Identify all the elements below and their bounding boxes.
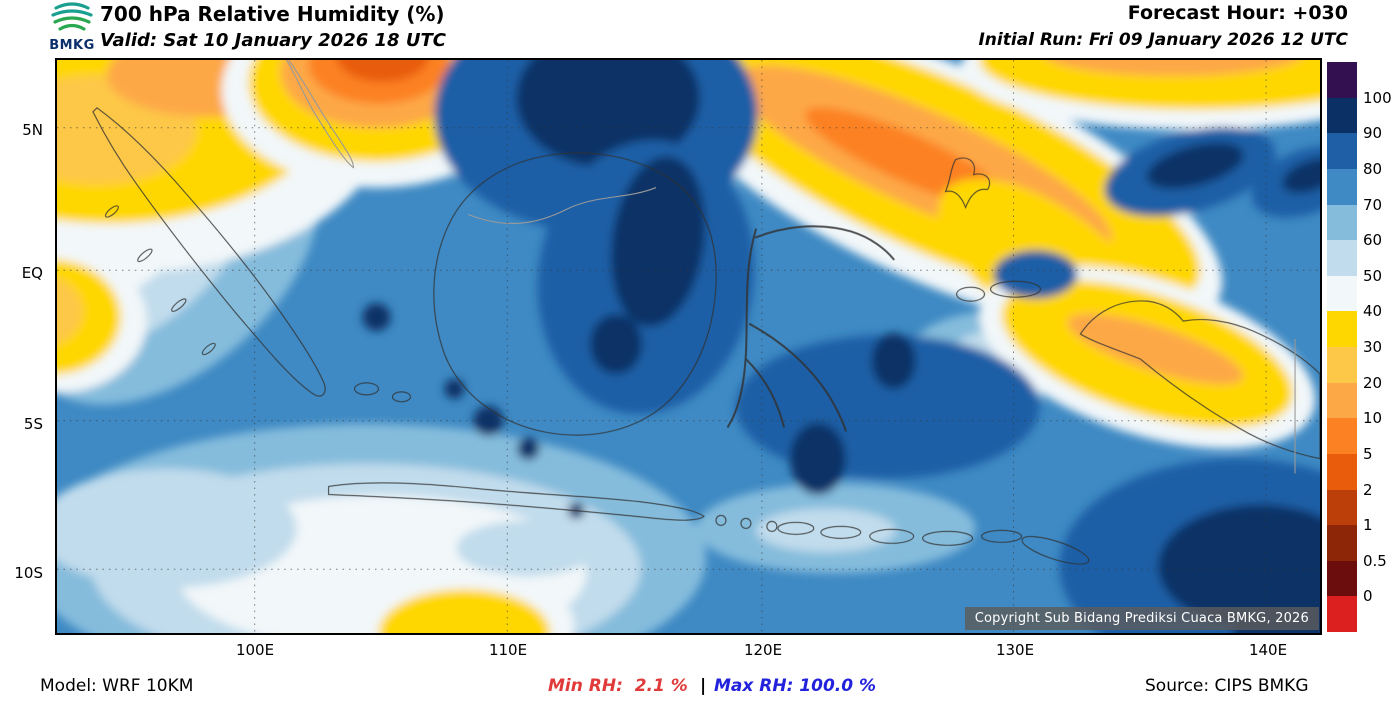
header-right: Forecast Hour: +030 Initial Run: Fri 09 … bbox=[978, 2, 1348, 50]
initial-run: Initial Run: Fri 09 January 2026 12 UTC bbox=[978, 30, 1348, 50]
lon-tick-label: 110E bbox=[488, 641, 528, 659]
lat-tick-label: 5S bbox=[23, 415, 43, 433]
colorbar-tick-label: 80 bbox=[1363, 159, 1383, 178]
colorbar-segment bbox=[1327, 62, 1357, 98]
coastlines bbox=[92, 107, 1320, 565]
colorbar-labels: 100 90 80 70 60 50 40 30 20 10 5 2 1 0.5 0 bbox=[1363, 62, 1399, 632]
colorbar-tick-label: 30 bbox=[1363, 338, 1383, 356]
colorbar-segment bbox=[1327, 133, 1357, 169]
colorbar bbox=[1327, 62, 1357, 632]
colorbar-segment bbox=[1327, 525, 1357, 561]
min-max-separator: | bbox=[700, 676, 707, 696]
colorbar-tick-label: 40 bbox=[1363, 302, 1383, 321]
model-label: Model: WRF 10KM bbox=[40, 676, 194, 696]
colorbar-segment bbox=[1327, 560, 1357, 597]
lon-tick-label: 100E bbox=[235, 641, 275, 659]
min-rh-value: Min RH: 2.1 % bbox=[548, 676, 688, 696]
bmkg-logo: BMKG bbox=[44, 1, 100, 53]
copyright-badge: Copyright Sub Bidang Prediksi Cuaca BMKG… bbox=[964, 607, 1319, 630]
border-lines bbox=[286, 60, 1296, 474]
source-label: Source: CIPS BMKG bbox=[1145, 676, 1309, 696]
forecast-hour: Forecast Hour: +030 bbox=[1127, 2, 1348, 24]
colorbar-tick-label: 2 bbox=[1363, 480, 1373, 499]
bmkg-logo-icon bbox=[51, 2, 93, 31]
colorbar-tick-label: 10 bbox=[1363, 409, 1383, 428]
humidity-contour-map bbox=[57, 60, 1320, 633]
colorbar-tick-label: 60 bbox=[1363, 231, 1383, 250]
lat-tick-label: 5N bbox=[22, 121, 43, 139]
colorbar-tick-label: 0 bbox=[1363, 587, 1373, 606]
max-rh-value: Max RH: 100.0 % bbox=[714, 676, 877, 696]
colorbar-tick-label: 0.5 bbox=[1363, 551, 1387, 570]
valid-datetime: Valid: Sat 10 January 2026 18 UTC bbox=[100, 30, 446, 51]
colorbar-segment bbox=[1327, 418, 1357, 454]
colorbar-segment bbox=[1327, 240, 1357, 276]
lat-tick-label: 10S bbox=[14, 564, 43, 582]
colorbar-segment bbox=[1327, 97, 1357, 134]
lat-tick-label: EQ bbox=[21, 264, 43, 282]
graticule bbox=[57, 60, 1320, 633]
page-title: 700 hPa Relative Humidity (%) bbox=[100, 2, 445, 26]
colorbar-segment bbox=[1327, 204, 1357, 241]
colorbar-tick-label: 90 bbox=[1363, 124, 1383, 143]
colorbar-tick-label: 70 bbox=[1363, 195, 1383, 214]
colorbar-segment bbox=[1327, 311, 1357, 347]
colorbar-segment bbox=[1327, 275, 1357, 312]
lon-tick-label: 120E bbox=[743, 641, 783, 659]
footer: Model: WRF 10KM Min RH: 2.1 % | Max RH: … bbox=[0, 676, 1400, 706]
header-left: 700 hPa Relative Humidity (%) Valid: Sat… bbox=[100, 2, 446, 51]
lon-tick-label: 140E bbox=[1248, 641, 1288, 659]
bmkg-logo-label: BMKG bbox=[49, 38, 95, 53]
colorbar-tick-label: 50 bbox=[1363, 266, 1383, 285]
lon-tick-label: 130E bbox=[995, 641, 1035, 659]
colorbar-tick-label: 1 bbox=[1363, 516, 1373, 535]
header: BMKG 700 hPa Relative Humidity (%) Valid… bbox=[0, 0, 1400, 58]
colorbar-segment bbox=[1327, 347, 1357, 383]
map-plot: Copyright Sub Bidang Prediksi Cuaca BMKG… bbox=[55, 58, 1322, 635]
colorbar-segment bbox=[1327, 168, 1357, 205]
colorbar-segment bbox=[1327, 489, 1357, 526]
colorbar-tick-label: 20 bbox=[1363, 373, 1383, 392]
colorbar-tick-label: 100 bbox=[1363, 88, 1392, 107]
colorbar-segment bbox=[1327, 382, 1357, 419]
humidity-field bbox=[57, 60, 1320, 633]
colorbar-segment bbox=[1327, 453, 1357, 490]
colorbar-segment bbox=[1327, 596, 1357, 632]
colorbar-tick-label: 5 bbox=[1363, 444, 1373, 463]
